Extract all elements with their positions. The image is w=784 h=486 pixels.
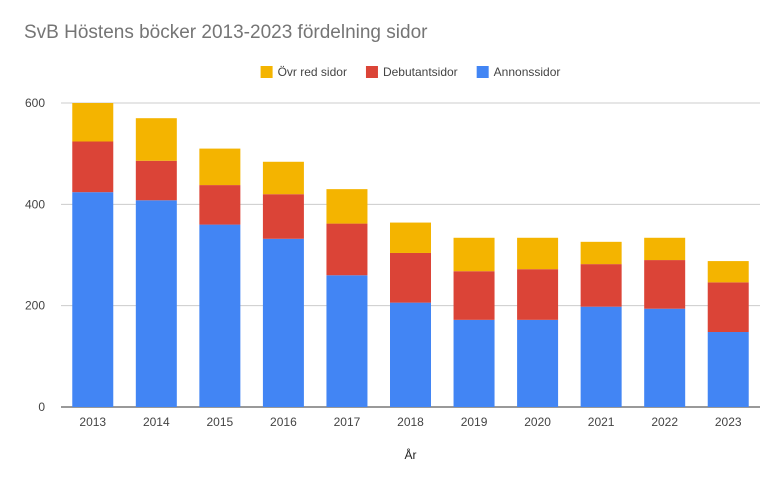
x-axis-title: År [405,447,417,462]
x-tick-label: 2019 [461,415,488,429]
bar-segment [135,160,177,201]
bar-segment [72,141,114,193]
bar-segment [135,118,177,161]
bar-segment [262,161,304,195]
bar-segment [517,319,559,407]
bar-segment [453,237,495,272]
x-tick-label: 2018 [397,415,424,429]
x-tick-label: 2015 [207,415,234,429]
bar-segment [262,194,304,239]
x-tick-label: 2021 [588,415,615,429]
bar-segment [199,224,241,407]
bar-segment [326,223,368,276]
bar-segment [390,302,431,407]
legend-label: Debutantsidor [383,65,458,79]
x-tick-label: 2013 [79,415,106,429]
bar-segment [580,264,622,307]
legend-label: Annonssidor [494,65,561,79]
bar-segment [644,237,686,261]
bar-segment [707,261,749,283]
y-tick-label: 0 [38,400,45,414]
bar-segment [453,319,495,407]
bar-segment [262,238,304,407]
bar-segment [580,241,622,265]
x-tick-label: 2014 [143,415,170,429]
bar-segment [390,222,431,253]
bar-segment [644,308,686,407]
bar-segment [199,148,241,186]
x-tick-label: 2022 [651,415,678,429]
bar-segment [707,332,749,407]
bar-segment [135,200,177,407]
y-tick-label: 200 [25,299,45,313]
x-tick-label: 2023 [715,415,742,429]
bar-segment [72,192,114,407]
x-tick-label: 2017 [334,415,361,429]
bar-segment [326,275,368,407]
bar-segment [707,282,749,333]
chart-title: SvB Höstens böcker 2013-2023 fördelning … [24,22,428,43]
y-tick-label: 400 [25,197,45,211]
bar-segment [644,260,686,309]
legend-swatch [476,66,489,78]
bar-segment [580,306,622,407]
bar-segment [517,237,559,270]
y-tick-label: 600 [25,96,45,110]
bar-segment [326,189,368,224]
legend-swatch [365,66,378,78]
bar-segment [517,269,559,320]
bar-segment [199,185,241,225]
legend-label: Övr red sidor [278,65,347,79]
bar-segment [453,271,495,320]
bar-segment [390,252,431,303]
bar-segment [72,103,114,142]
x-tick-label: 2016 [270,415,297,429]
legend-swatch [260,66,273,78]
x-tick-label: 2020 [524,415,551,429]
